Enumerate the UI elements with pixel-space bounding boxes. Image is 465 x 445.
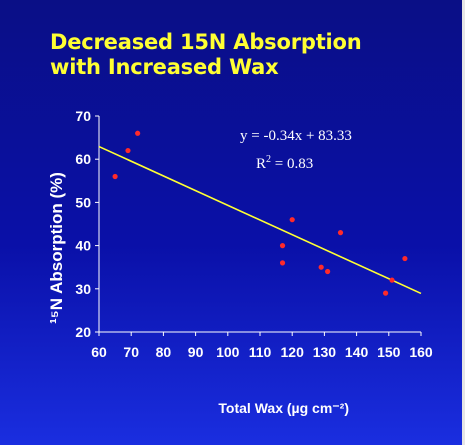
data-points bbox=[112, 130, 408, 296]
x-tick-label: 110 bbox=[249, 344, 272, 360]
x-tick-label: 100 bbox=[216, 344, 240, 360]
y-axis-ticks: 20 30 40 50 60 70 bbox=[75, 108, 99, 340]
trendline bbox=[98, 145, 422, 295]
x-tick-label: 120 bbox=[281, 344, 305, 360]
data-point bbox=[325, 268, 331, 275]
x-tick-label: 80 bbox=[156, 344, 172, 360]
trendline-equation: y = -0.34x + 83.33 bbox=[240, 128, 352, 144]
r-squared-symbol: R bbox=[256, 156, 266, 172]
x-tick-label: 140 bbox=[345, 344, 369, 360]
x-tick-label: 150 bbox=[377, 344, 401, 360]
y-tick-label: 20 bbox=[75, 324, 91, 340]
x-tick-label: 70 bbox=[123, 344, 139, 360]
data-point bbox=[125, 147, 131, 154]
plot-area: 60 70 80 90 100 110 120 130 140 150 160 20 30 40 50 60… bbox=[75, 108, 432, 360]
x-tick-label: 60 bbox=[91, 344, 107, 360]
y-tick-label: 70 bbox=[75, 108, 91, 124]
chart-title-line-1: Decreased 15N Absorption bbox=[50, 30, 362, 54]
data-point bbox=[382, 290, 389, 296]
y-tick-label: 40 bbox=[75, 238, 91, 254]
x-tick-label: 130 bbox=[313, 344, 337, 360]
data-point bbox=[279, 260, 286, 266]
y-tick-label: 30 bbox=[75, 281, 91, 297]
chart-title: Decreased 15N Absorption with Increased … bbox=[50, 30, 460, 80]
data-point bbox=[289, 217, 295, 223]
x-tick-label: 90 bbox=[188, 344, 204, 360]
data-point bbox=[318, 264, 324, 270]
data-point bbox=[389, 277, 395, 283]
data-point bbox=[402, 255, 408, 262]
x-axis-title: Total Wax (µg cm⁻²) bbox=[218, 400, 349, 416]
x-axis-ticks: 60 70 80 90 100 110 120 130 140 150 160 bbox=[91, 332, 433, 360]
x-tick-label: 160 bbox=[409, 344, 433, 360]
data-point bbox=[279, 243, 286, 249]
data-point bbox=[112, 173, 118, 180]
data-point bbox=[135, 130, 141, 136]
chart-title-line-2: with Increased Wax bbox=[50, 55, 279, 79]
y-tick-label: 50 bbox=[75, 194, 91, 210]
y-axis-title: ¹⁵N Absorption (%) bbox=[47, 172, 66, 324]
y-tick-label: 60 bbox=[75, 151, 91, 167]
r-squared-label: R2 = 0.83 bbox=[256, 154, 313, 172]
r-squared-exponent: 2 bbox=[266, 154, 271, 165]
r-squared-value: = 0.83 bbox=[271, 156, 313, 172]
data-point bbox=[337, 230, 344, 236]
